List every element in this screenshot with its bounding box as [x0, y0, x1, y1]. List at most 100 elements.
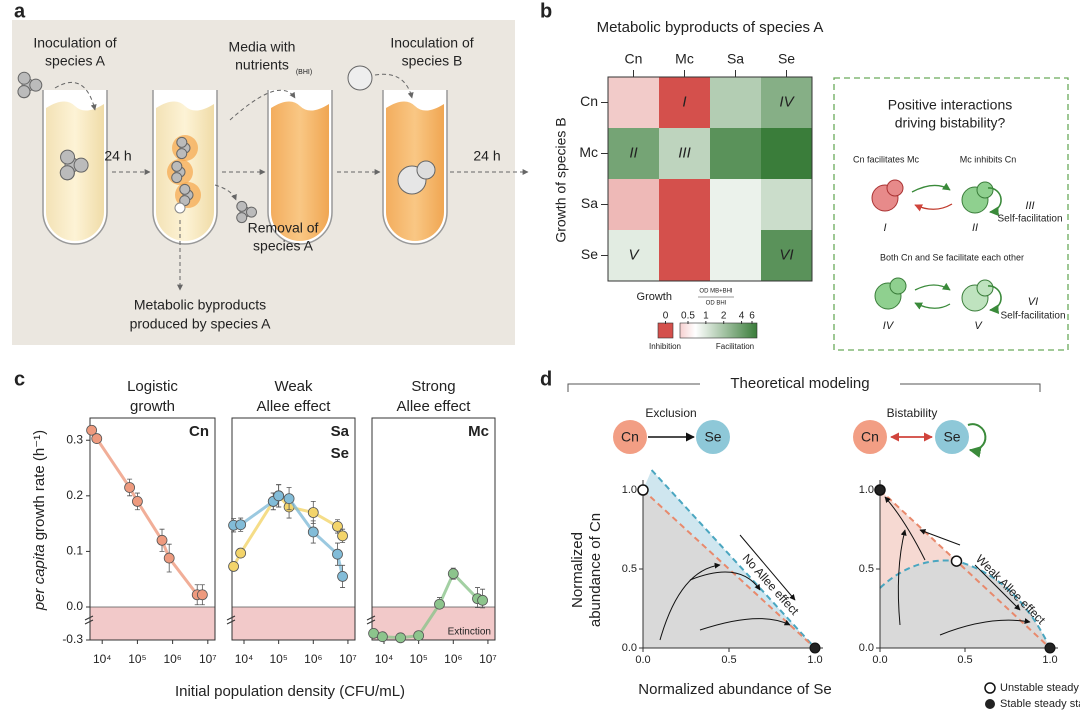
x-tick-label: 10⁵ — [128, 652, 146, 666]
heatmap-cell — [608, 230, 659, 281]
negative-zone — [90, 607, 215, 640]
legend-label: Unstable steady state — [1000, 682, 1080, 694]
panel-label: c — [14, 368, 25, 390]
column-label: Mc — [675, 51, 694, 67]
cell — [171, 160, 183, 172]
box-question: driving bistability? — [895, 115, 1006, 131]
plot-frame — [89, 417, 216, 641]
y-axis-label-italic: per capita — [31, 544, 48, 611]
y-axis-label: per capita growth rate (h⁻¹) — [31, 430, 48, 611]
column-label: Sa — [727, 51, 744, 67]
y-tick-label: 0.0 — [859, 642, 874, 654]
step-note: (BHI) — [296, 69, 312, 76]
cell — [245, 206, 257, 218]
subplot-title: Allee effect — [257, 398, 332, 415]
cell — [171, 172, 183, 184]
subplot-title: Allee effect — [397, 398, 472, 415]
x-tick-label: 1.0 — [1042, 654, 1057, 666]
heatmap-title: Metabolic byproducts of species A — [597, 19, 824, 36]
cell — [29, 78, 43, 92]
cell-label: III — [678, 144, 691, 161]
colorbar-gradient — [679, 322, 758, 339]
self-facilitation: Self-facilitation — [997, 214, 1062, 225]
trajectory — [919, 529, 961, 546]
axis-break — [366, 615, 376, 625]
annotation: Extinction — [448, 627, 491, 638]
time-label: 24 h — [473, 148, 500, 164]
trajectory — [974, 564, 1021, 611]
x-tick-label: 10⁷ — [339, 652, 357, 666]
step-label: Removal of — [248, 220, 319, 236]
organism — [886, 179, 904, 197]
heatmap-cell — [608, 128, 659, 179]
colorbar-inhibition — [657, 322, 674, 339]
x-tick-label: 10⁴ — [93, 652, 112, 666]
facilitation-arrow — [914, 282, 951, 291]
species-node — [613, 420, 647, 454]
trajectory — [689, 571, 761, 591]
subplot-title: growth — [130, 398, 175, 415]
arrow — [214, 184, 237, 201]
y-tick-label: -0.3 — [62, 632, 83, 646]
x-tick-label: 10⁵ — [269, 652, 287, 666]
data-point — [447, 568, 459, 580]
cell — [59, 165, 75, 181]
cell — [60, 149, 76, 165]
self-arrow — [967, 423, 987, 458]
panel-label: d — [540, 368, 552, 390]
unstable-state — [950, 555, 963, 567]
heatmap-cell — [710, 179, 761, 230]
numeral: IV — [883, 320, 895, 332]
data-point — [337, 571, 348, 582]
numeral: III — [1025, 200, 1034, 212]
data-point — [228, 561, 239, 572]
heatmap-cell — [710, 128, 761, 179]
trajectory — [699, 618, 791, 631]
trajectory — [897, 529, 907, 626]
data-point — [132, 495, 143, 507]
y-axis-label-rest: growth rate (h⁻¹) — [31, 430, 48, 540]
x-tick-label: 10⁵ — [409, 652, 427, 666]
colorbar-tick-label: 4 — [739, 311, 745, 322]
legend-label: Stable steady state — [1000, 698, 1080, 710]
cell-label: I — [682, 93, 686, 110]
heatmap-cell — [608, 179, 659, 230]
organism — [976, 279, 994, 297]
heatmap-cell — [761, 230, 812, 281]
heatmap-cell — [761, 77, 812, 128]
data-point — [86, 424, 98, 436]
hypothesis-box — [833, 77, 1069, 351]
colorbar-tick-label: 2 — [721, 311, 727, 322]
data-point — [273, 490, 285, 502]
legend-unstable — [984, 682, 996, 694]
facilitation-arrow — [911, 182, 951, 193]
box-question: Positive interactions — [888, 97, 1013, 113]
step-label: Media with — [229, 39, 296, 55]
numeral: V — [974, 320, 983, 332]
subplot-title: Strong — [411, 378, 455, 395]
cell-label: V — [628, 246, 640, 263]
node-label: Cn — [861, 429, 879, 445]
heatmap-cell — [761, 128, 812, 179]
colorbar-end-label: Facilitation — [716, 342, 754, 351]
step-label: species A — [253, 238, 314, 254]
heatmap-cell — [710, 77, 761, 128]
legend-stable — [985, 699, 995, 709]
node-label: Se — [704, 429, 721, 445]
trajectory — [659, 562, 721, 641]
box-caption: Both Cn and Se facilitate each other — [880, 252, 1024, 262]
self-facilitation: Self-facilitation — [1000, 311, 1065, 322]
facilitation-arrow — [914, 302, 951, 310]
step-label: nutrients — [235, 57, 289, 73]
unstable-state — [637, 484, 649, 496]
stable-state — [1044, 642, 1056, 654]
cell-label: VI — [779, 246, 793, 263]
y-tick-label: 0.3 — [66, 432, 83, 446]
x-tick-label: 10⁶ — [444, 652, 462, 666]
cell — [236, 212, 248, 224]
relation-label: Bistability — [887, 406, 938, 420]
data-point — [395, 632, 406, 644]
node-label: Se — [943, 429, 960, 445]
x-tick-label: 10⁴ — [375, 652, 394, 666]
cell — [176, 148, 188, 160]
